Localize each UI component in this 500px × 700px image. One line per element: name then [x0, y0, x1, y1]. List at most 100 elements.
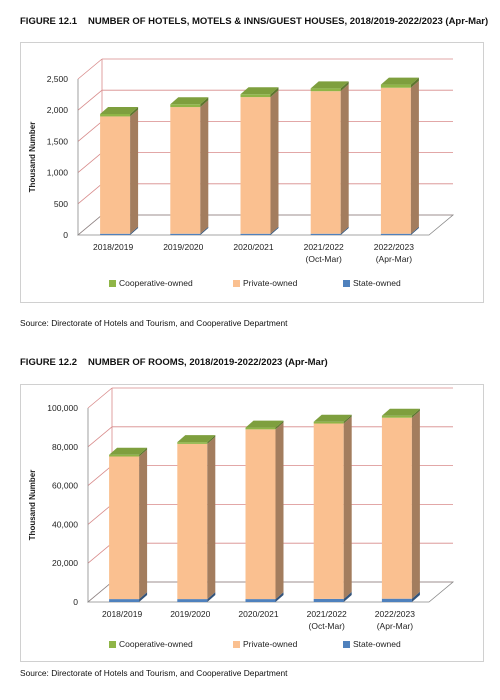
bar-private-owned-3 — [310, 91, 341, 234]
bar-cooperative-owned-side-2 — [270, 87, 279, 98]
bar-cooperative-owned-side-0 — [139, 447, 148, 457]
bar-private-owned-side-4 — [410, 80, 419, 234]
bar-top-2 — [245, 420, 284, 428]
figure-2-number: FIGURE 12.2 — [20, 357, 78, 368]
chart-2-area: 0 20,000 40,000 60,000 80,000 100,000 Thousand… — [20, 384, 484, 662]
bar-private-owned-side-2 — [270, 90, 279, 234]
bar-state-owned-3 — [313, 598, 344, 602]
figure-1-source: Source: Directorate of Hotels and Touris… — [20, 318, 288, 328]
legend-label: State-owned — [353, 278, 401, 288]
grid-diagonal — [87, 504, 113, 525]
x-tick-label: 2022/2023 — [375, 609, 415, 619]
bar-cooperative-owned-3 — [310, 88, 341, 92]
bar-state-owned-2 — [245, 599, 276, 602]
chart-1-area: 0 500 1,000 1,500 2,000 2,500 Thousand Number 2… — [20, 42, 484, 303]
bar-state-owned-side-1 — [207, 592, 216, 602]
figure-2-source: Source: Directorate of Hotels and Touris… — [20, 668, 288, 678]
x-tick-label: 2020/2021 — [238, 609, 278, 619]
y-axis-label: Thousand Number — [28, 470, 37, 541]
chart-1-svg: 0 500 1,000 1,500 2,000 2,500 Thousand Number 2… — [28, 58, 455, 288]
figure-1-number: FIGURE 12.1 — [20, 16, 78, 27]
y-tick-label: 100,000 — [47, 403, 78, 413]
bar-state-owned-side-4 — [410, 226, 419, 235]
figure-2-title-text: NUMBER OF ROOMS, 2018/2019-2022/2023 (Ap… — [88, 357, 328, 368]
y-tick-label: 1,500 — [47, 136, 69, 146]
grid-diagonal — [77, 58, 103, 80]
y-tick-label: 2,500 — [47, 74, 69, 84]
bar-cooperative-owned-0 — [100, 113, 131, 117]
x-tick-label: 2020/2021 — [233, 242, 273, 252]
figure-1-title-text: NUMBER OF HOTELS, MOTELS & INNS/GUEST HO… — [88, 16, 489, 27]
legend-label: State-owned — [353, 639, 401, 649]
y-tick-label: 60,000 — [52, 481, 78, 491]
legend-label: Cooperative-owned — [119, 278, 193, 288]
legend-label: Private-owned — [243, 278, 298, 288]
bar-private-owned-side-2 — [275, 422, 284, 600]
bar-cooperative-owned-2 — [240, 94, 271, 98]
bar-private-owned-3 — [313, 423, 344, 599]
bar-state-owned-4 — [381, 598, 412, 602]
y-tick-label: 0 — [63, 230, 68, 240]
grid-diagonal — [77, 183, 103, 205]
bar-private-owned-side-0 — [130, 109, 139, 234]
x-tick-label: (Apr-Mar) — [377, 621, 414, 631]
bar-private-owned-2 — [240, 97, 271, 234]
x-tick-label: 2022/2023 — [374, 242, 414, 252]
bar-cooperative-owned-side-2 — [275, 420, 284, 430]
bar-state-owned-side-4 — [411, 591, 420, 602]
bar-state-owned-side-3 — [340, 226, 349, 235]
bar-top-4 — [380, 77, 419, 85]
chart-2-svg: 0 20,000 40,000 60,000 80,000 100,000 Thousand… — [28, 387, 455, 649]
bar-private-owned-side-4 — [411, 410, 420, 599]
x-tick-label: 2018/2019 — [102, 609, 142, 619]
bar-state-owned-2 — [240, 233, 271, 235]
bar-private-owned-2 — [245, 429, 276, 600]
bar-cooperative-owned-side-3 — [340, 81, 349, 92]
legend-swatch — [343, 641, 350, 648]
y-tick-label: 20,000 — [52, 558, 78, 568]
legend-swatch — [233, 280, 240, 287]
grid-diagonal — [77, 121, 103, 142]
bar-top-1 — [170, 97, 209, 105]
bar-private-owned-side-0 — [139, 449, 148, 600]
bar-state-owned-side-1 — [200, 226, 209, 235]
bar-private-owned-side-1 — [200, 100, 209, 234]
grid-diagonal — [77, 152, 103, 173]
grid-diagonal — [87, 387, 113, 409]
grid-diagonal — [87, 426, 113, 448]
bar-top-0 — [100, 106, 139, 114]
figure-1-title: FIGURE 12.1 NUMBER OF HOTELS, MOTELS & IN… — [20, 16, 488, 27]
bar-state-owned-side-0 — [139, 592, 148, 602]
bar-private-owned-0 — [100, 116, 131, 234]
x-tick-label: (Apr-Mar) — [376, 254, 413, 264]
bar-top-0 — [109, 447, 148, 455]
bar-private-owned-1 — [177, 443, 208, 600]
y-tick-label: 500 — [54, 199, 68, 209]
y-tick-label: 1,000 — [47, 168, 69, 178]
bar-private-owned-side-3 — [343, 416, 352, 599]
bar-cooperative-owned-1 — [177, 442, 208, 444]
bar-private-owned-4 — [380, 87, 411, 234]
bar-state-owned-1 — [170, 233, 201, 235]
bar-cooperative-owned-4 — [380, 84, 411, 88]
x-tick-label: 2021/2022 — [304, 242, 344, 252]
bar-top-3 — [310, 81, 349, 89]
y-axis-label: Thousand Number — [28, 122, 37, 193]
bar-private-owned-side-3 — [340, 84, 349, 234]
bar-top-1 — [177, 435, 216, 443]
figure-2-title: FIGURE 12.2 NUMBER OF ROOMS, 2018/2019-20… — [20, 357, 328, 368]
bar-state-owned-side-3 — [343, 591, 352, 602]
bar-state-owned-3 — [310, 233, 341, 235]
y-tick-label: 40,000 — [52, 519, 78, 529]
bar-cooperative-owned-side-4 — [410, 77, 419, 88]
bar-private-owned-0 — [109, 456, 140, 600]
legend-swatch — [109, 641, 116, 648]
legend-swatch — [233, 641, 240, 648]
bar-cooperative-owned-2 — [245, 427, 276, 430]
bar-cooperative-owned-0 — [109, 454, 140, 457]
bar-state-owned-side-2 — [275, 592, 284, 602]
bar-top-2 — [240, 87, 279, 95]
bar-state-owned-0 — [109, 599, 140, 602]
bar-top-4 — [381, 408, 420, 416]
bar-state-owned-side-2 — [270, 226, 279, 235]
